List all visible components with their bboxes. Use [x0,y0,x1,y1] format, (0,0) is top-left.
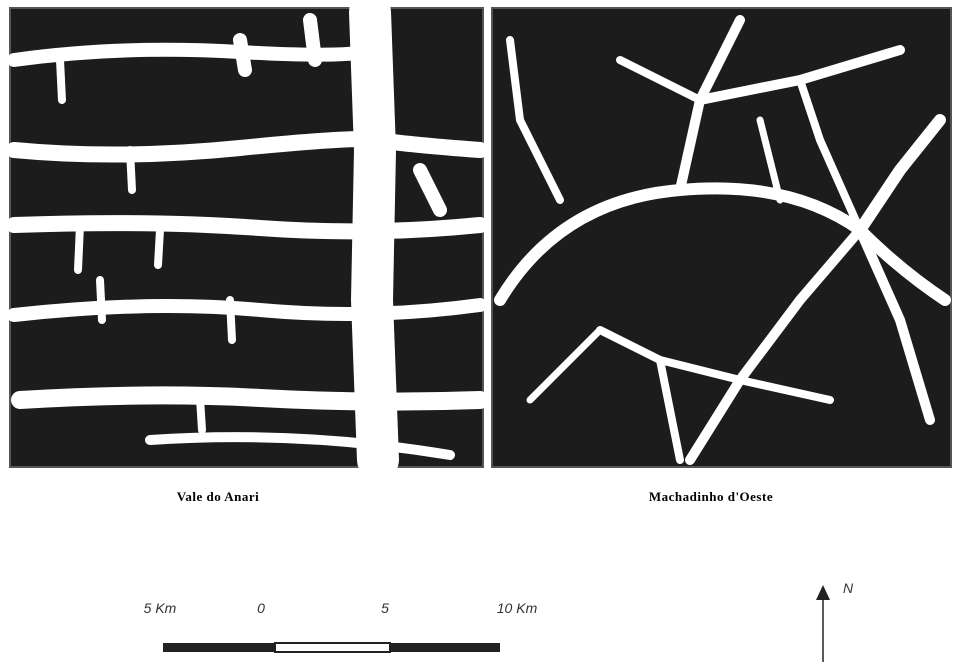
caption: Machadinho d'Oeste [649,489,773,504]
scale-label: 5 Km [144,600,177,616]
north-label: N [843,580,854,596]
scale-label: 5 [381,600,389,616]
scale-bar [163,642,500,653]
scale-label: 0 [257,600,265,616]
scale-label: 10 Km [497,600,538,616]
north-arrow [816,585,830,662]
caption: Vale do Anari [177,489,260,504]
image-machadinho [491,7,952,468]
image-vale-do-anari [6,0,489,481]
